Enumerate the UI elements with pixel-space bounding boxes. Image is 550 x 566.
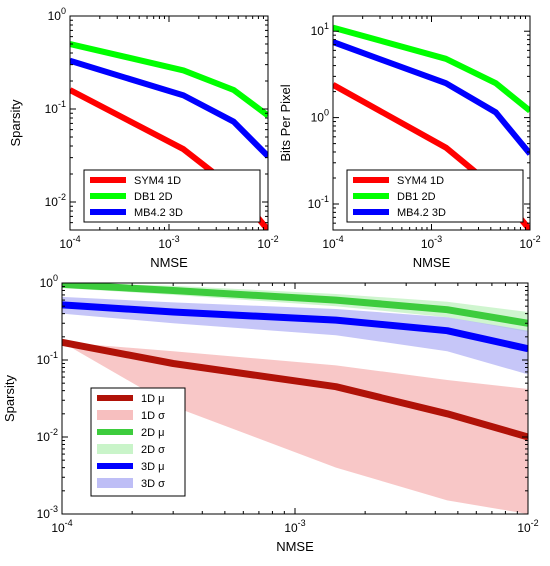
legend-label: MB4.2 3D <box>134 207 183 219</box>
band-1D- <box>62 342 528 514</box>
y-tick-label: 10-2 <box>37 427 58 444</box>
y-tick-label: 10-1 <box>308 194 329 211</box>
legend-label: 1D μ <box>141 393 164 405</box>
plot-content <box>62 283 528 514</box>
legend-label: 3D σ <box>141 478 165 490</box>
x-axis-label: NMSE <box>413 255 451 270</box>
series-line-MB42-3D <box>70 57 268 159</box>
y-tick-label: 100 <box>311 108 329 125</box>
legend-label: 1D σ <box>141 410 165 422</box>
x-tick-label: 10-4 <box>51 518 72 535</box>
x-tick-label: 10-4 <box>322 234 343 251</box>
y-tick-label: 100 <box>48 6 66 23</box>
legend: SYM4 1D DB1 2D MB4.2 3D <box>83 169 261 223</box>
series-line-MB42-3D <box>333 39 530 156</box>
x-tick-label: 10-4 <box>59 234 80 251</box>
band-3D- <box>62 296 528 375</box>
y-axis-label: Bits Per Pixel <box>278 84 293 161</box>
chart-panel-1: 10-4 10-3 10-2 10-2 10-1 100 NMSE Sparsity SYM4 … <box>8 6 279 270</box>
x-tick-label: 10-3 <box>158 234 179 251</box>
legend: SYM4 1D DB1 2D MB4.2 3D <box>346 169 524 223</box>
y-tick-label: 101 <box>311 21 329 38</box>
plot-frame <box>61 282 529 515</box>
legend-label: 2D σ <box>141 444 165 456</box>
y-axis-label: Sparsity <box>2 375 17 422</box>
legend-label: DB1 2D <box>397 191 436 203</box>
y-tick-label: 100 <box>40 273 58 290</box>
legend-label: SYM4 1D <box>397 175 444 187</box>
plot-frame <box>69 15 269 231</box>
legend-label: 2D μ <box>141 427 164 439</box>
plot-frame <box>332 15 531 231</box>
x-axis-label: NMSE <box>276 539 314 554</box>
x-tick-label: 10-2 <box>517 518 538 535</box>
legend-label: MB4.2 3D <box>397 207 446 219</box>
legend-label: SYM4 1D <box>134 175 181 187</box>
x-tick-label: 10-3 <box>421 234 442 251</box>
legend-swatch <box>97 478 133 488</box>
x-axis-label: NMSE <box>150 255 188 270</box>
legend: 1D μ 1D σ 2D μ 2D σ 3D μ 3D σ <box>90 387 186 497</box>
legend-swatch <box>97 410 133 420</box>
legend-label: 3D μ <box>141 461 164 473</box>
y-tick-label: 10-1 <box>37 350 58 367</box>
y-axis-label: Sparsity <box>8 99 23 146</box>
x-tick-label: 10-2 <box>519 234 540 251</box>
legend-label: DB1 2D <box>134 191 173 203</box>
chart-panel-2: 10-4 10-3 10-2 10-1 100 101 NMSE Bits Per Pixel… <box>278 15 541 270</box>
legend-swatch <box>97 444 133 454</box>
y-tick-label: 10-3 <box>37 504 58 521</box>
x-tick-label: 10-3 <box>284 518 305 535</box>
series-line-DB1-2D <box>70 41 268 119</box>
x-tick-label: 10-2 <box>257 234 278 251</box>
series-line-DB1-2D <box>333 24 530 114</box>
y-tick-label: 10-1 <box>45 99 66 116</box>
y-tick-label: 10-2 <box>45 192 66 209</box>
